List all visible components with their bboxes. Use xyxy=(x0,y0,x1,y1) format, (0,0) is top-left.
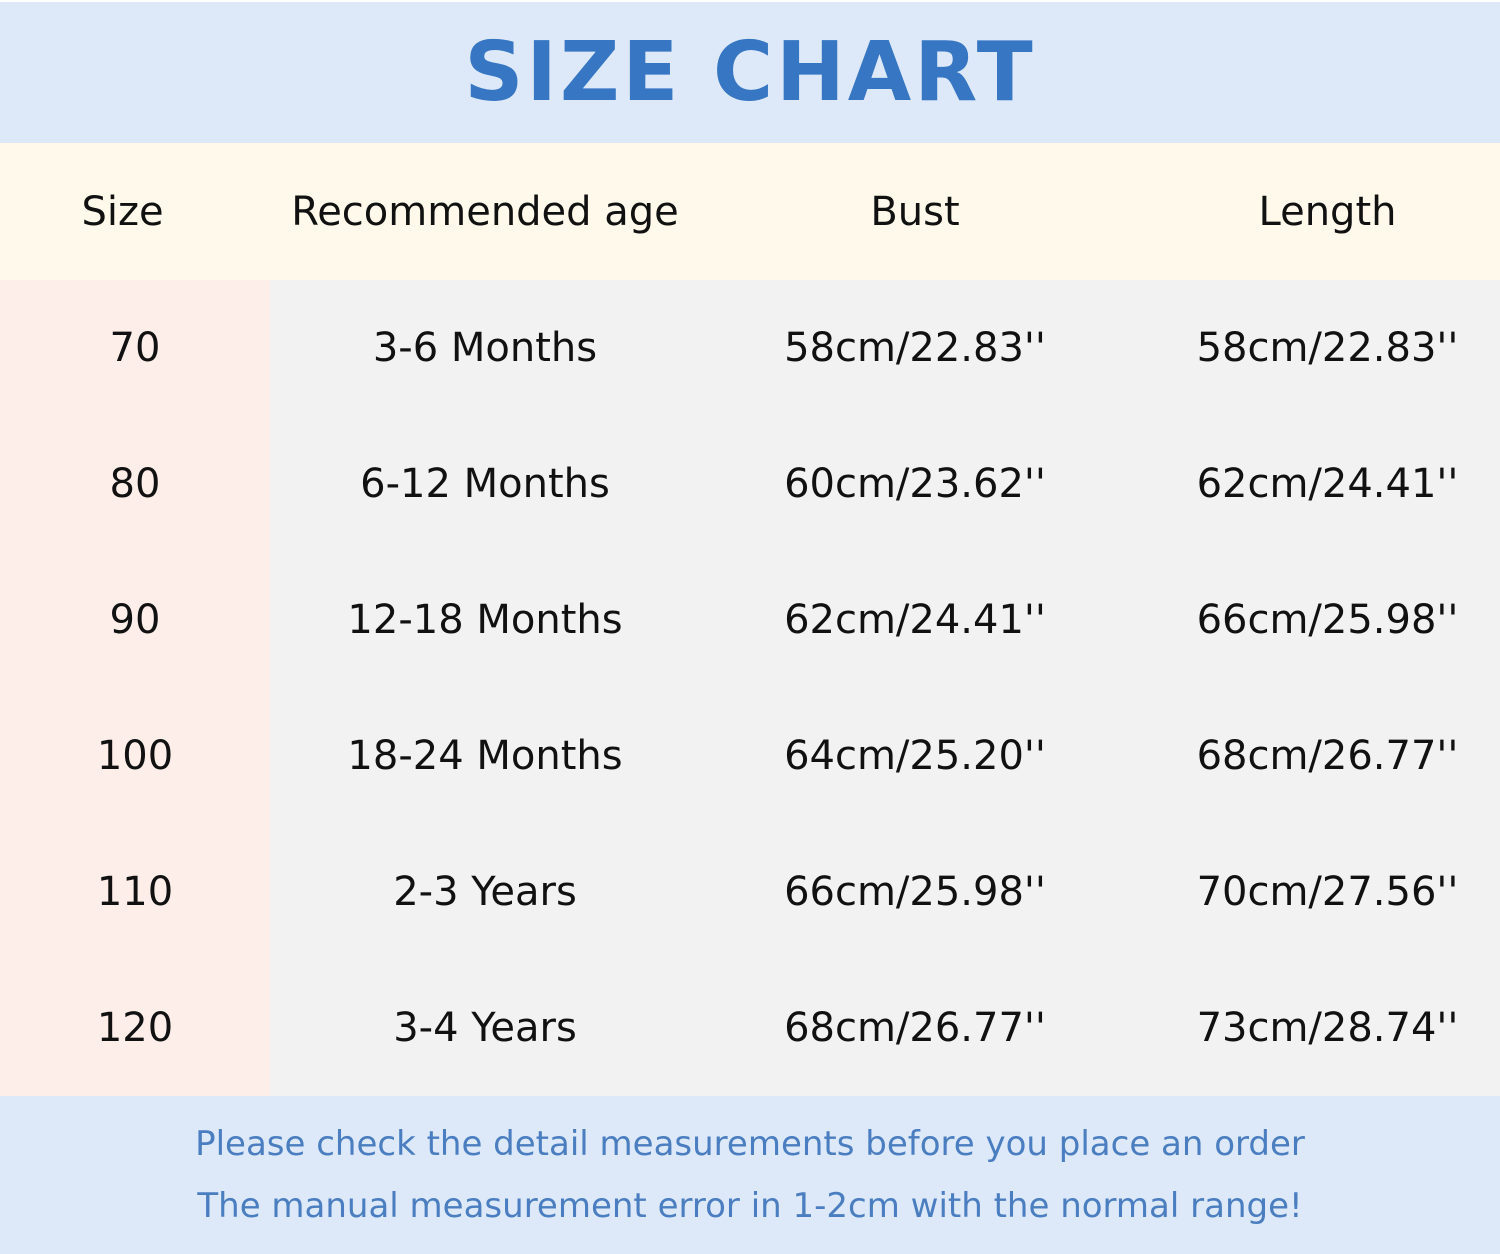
note-line: The manual measurement error in 1-2cm wi… xyxy=(197,1186,1303,1226)
cell-bust: 60cm/23.62'' xyxy=(784,461,1046,507)
cell-length: 66cm/25.98'' xyxy=(1196,597,1459,643)
cell-length: 73cm/28.74'' xyxy=(1196,1005,1459,1051)
cell-size: 110 xyxy=(0,824,270,960)
note-line: Please check the detail measurements bef… xyxy=(195,1124,1305,1164)
table-row: 120 3-4 Years 68cm/26.77'' 73cm/28.74'' xyxy=(0,960,1500,1096)
cell-age: 2-3 Years xyxy=(393,869,577,915)
title-band: SIZE CHART xyxy=(0,2,1500,143)
header-bust: Bust xyxy=(870,188,960,235)
page-title: SIZE CHART xyxy=(464,25,1036,120)
cell-age: 18-24 Months xyxy=(347,733,623,779)
header-age: Recommended age xyxy=(291,188,679,235)
cell-length: 68cm/26.77'' xyxy=(1196,733,1459,779)
cell-size: 90 xyxy=(0,552,270,688)
footer-notes: Please check the detail measurements bef… xyxy=(0,1096,1500,1254)
table-row: 110 2-3 Years 66cm/25.98'' 70cm/27.56'' xyxy=(0,824,1500,960)
cell-bust: 58cm/22.83'' xyxy=(784,325,1046,371)
cell-age: 6-12 Months xyxy=(360,461,610,507)
cell-age: 3-6 Months xyxy=(372,325,598,371)
cell-age: 3-4 Years xyxy=(393,1005,577,1051)
cell-bust: 68cm/26.77'' xyxy=(784,1005,1046,1051)
cell-length: 58cm/22.83'' xyxy=(1196,325,1459,371)
cell-size: 80 xyxy=(0,416,270,552)
table-header: Size Recommended age Bust Length xyxy=(0,143,1500,280)
table-row: 70 3-6 Months 58cm/22.83'' 58cm/22.83'' xyxy=(0,280,1500,416)
cell-bust: 62cm/24.41'' xyxy=(784,597,1046,643)
cell-bust: 66cm/25.98'' xyxy=(784,869,1046,915)
table-row: 90 12-18 Months 62cm/24.41'' 66cm/25.98'' xyxy=(0,552,1500,688)
cell-size: 100 xyxy=(0,688,270,824)
cell-size: 120 xyxy=(0,960,270,1096)
header-length: Length xyxy=(1258,188,1397,235)
cell-age: 12-18 Months xyxy=(347,597,623,643)
table-row: 100 18-24 Months 64cm/25.20'' 68cm/26.77'' xyxy=(0,688,1500,824)
table-row: 80 6-12 Months 60cm/23.62'' 62cm/24.41'' xyxy=(0,416,1500,552)
cell-size: 70 xyxy=(0,280,270,416)
cell-bust: 64cm/25.20'' xyxy=(784,733,1046,779)
cell-length: 70cm/27.56'' xyxy=(1196,869,1459,915)
cell-length: 62cm/24.41'' xyxy=(1196,461,1459,507)
header-size: Size xyxy=(81,188,164,235)
